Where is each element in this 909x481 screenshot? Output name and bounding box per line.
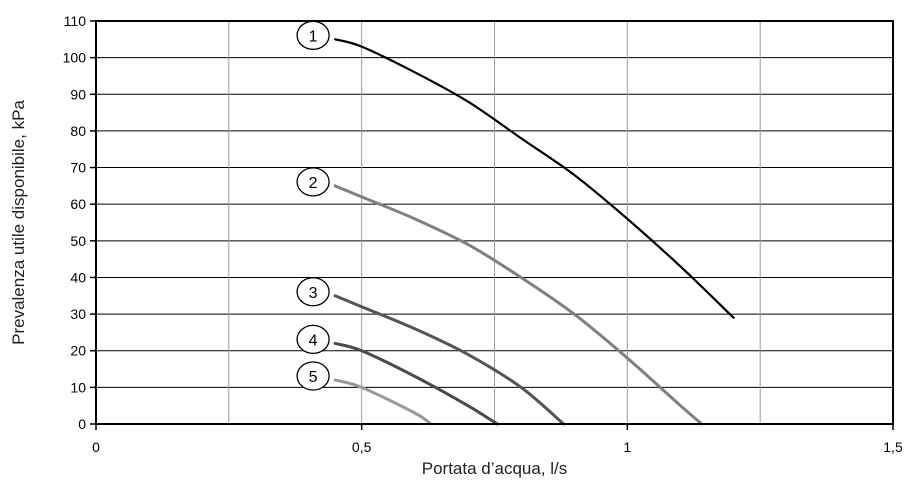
marker-circle xyxy=(296,324,330,355)
curve-marker-1: 1 xyxy=(296,20,330,50)
y-tick-label: 90 xyxy=(70,86,86,102)
x-axis-title: Portata d’acqua, l/s xyxy=(422,459,568,478)
marker-circle xyxy=(296,277,330,307)
marker-label: 2 xyxy=(309,175,318,192)
curve-5 xyxy=(333,378,433,426)
y-tick-label: 110 xyxy=(64,13,87,29)
marker-label: 5 xyxy=(309,369,318,386)
y-tick-label: 10 xyxy=(70,379,86,395)
marker-label: 4 xyxy=(309,332,318,349)
y-tick-label: 30 xyxy=(70,306,86,322)
y-tick-label: 20 xyxy=(70,343,86,359)
y-tick-label: 100 xyxy=(63,50,87,66)
x-tick-label: 1 xyxy=(623,439,631,455)
curve-marker-5: 5 xyxy=(296,361,330,391)
marker-label: 1 xyxy=(309,28,318,45)
y-tick-label: 60 xyxy=(70,196,86,212)
marker-label: 3 xyxy=(309,285,318,302)
y-tick-label: 80 xyxy=(70,123,86,139)
curve-4 xyxy=(333,341,499,426)
curve-markers: 1 2 3 4 5 xyxy=(296,20,330,391)
curve-1 xyxy=(334,38,735,319)
x-tick-label: 0,5 xyxy=(352,439,372,455)
grid xyxy=(96,21,893,424)
y-tick-label: 50 xyxy=(70,233,86,249)
curves xyxy=(333,38,735,426)
marker-circle xyxy=(296,361,330,391)
y-tick-label: 40 xyxy=(70,269,86,285)
curve-2 xyxy=(333,184,704,426)
x-tick-label: 0 xyxy=(92,439,100,455)
curve-marker-4: 4 xyxy=(296,324,330,355)
curve-marker-2: 2 xyxy=(296,167,330,197)
curve-3 xyxy=(333,294,566,426)
x-tick-label: 1,5 xyxy=(883,439,903,455)
y-tick-label: 70 xyxy=(70,160,86,176)
marker-circle xyxy=(296,167,330,197)
x-axis-ticks: 0 0,5 1 1,5 xyxy=(92,424,903,455)
curve-marker-3: 3 xyxy=(296,277,330,307)
y-tick-label: 0 xyxy=(78,416,86,432)
plot-frame xyxy=(95,20,894,425)
y-axis-title: Prevalenza utile disponibile, kPa xyxy=(9,100,28,345)
y-axis-ticks: 0 10 20 30 40 50 60 70 80 90 100 110 xyxy=(63,13,96,432)
